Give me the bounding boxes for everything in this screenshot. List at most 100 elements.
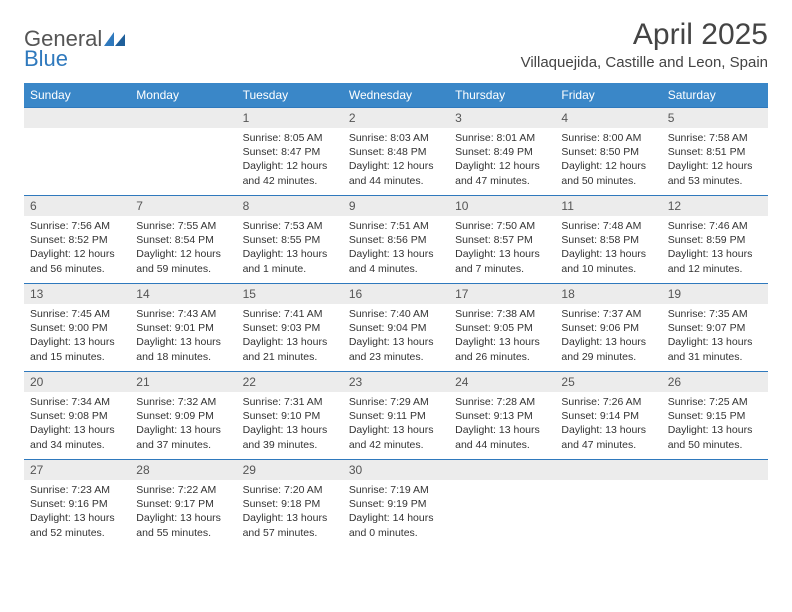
sunset-line: Sunset: 9:09 PM [136, 409, 230, 423]
sunrise-line: Sunrise: 7:34 AM [30, 395, 124, 409]
calendar-cell: 20Sunrise: 7:34 AMSunset: 9:08 PMDayligh… [24, 371, 130, 459]
day-number [24, 107, 130, 128]
sunset-line: Sunset: 9:19 PM [349, 497, 443, 511]
sunrise-line: Sunrise: 8:01 AM [455, 131, 549, 145]
calendar-cell: 24Sunrise: 7:28 AMSunset: 9:13 PMDayligh… [449, 371, 555, 459]
sunset-line: Sunset: 8:55 PM [243, 233, 337, 247]
daylight-line: Daylight: 12 hours and 44 minutes. [349, 159, 443, 187]
sunset-line: Sunset: 9:13 PM [455, 409, 549, 423]
day-details: Sunrise: 7:31 AMSunset: 9:10 PMDaylight:… [237, 392, 343, 458]
weekday-header: Tuesday [237, 83, 343, 107]
sunrise-line: Sunrise: 7:41 AM [243, 307, 337, 321]
sunset-line: Sunset: 8:56 PM [349, 233, 443, 247]
calendar-week: 20Sunrise: 7:34 AMSunset: 9:08 PMDayligh… [24, 371, 768, 459]
sunset-line: Sunset: 8:59 PM [668, 233, 762, 247]
day-number: 7 [130, 195, 236, 216]
day-number: 22 [237, 371, 343, 392]
calendar-cell: 18Sunrise: 7:37 AMSunset: 9:06 PMDayligh… [555, 283, 661, 371]
day-number: 4 [555, 107, 661, 128]
day-number: 27 [24, 459, 130, 480]
daylight-line: Daylight: 13 hours and 39 minutes. [243, 423, 337, 451]
day-details: Sunrise: 7:37 AMSunset: 9:06 PMDaylight:… [555, 304, 661, 370]
sunrise-line: Sunrise: 8:05 AM [243, 131, 337, 145]
daylight-line: Daylight: 12 hours and 50 minutes. [561, 159, 655, 187]
calendar-cell: 30Sunrise: 7:19 AMSunset: 9:19 PMDayligh… [343, 459, 449, 547]
sunrise-line: Sunrise: 7:26 AM [561, 395, 655, 409]
sunset-line: Sunset: 8:58 PM [561, 233, 655, 247]
sunset-line: Sunset: 9:18 PM [243, 497, 337, 511]
day-details: Sunrise: 7:26 AMSunset: 9:14 PMDaylight:… [555, 392, 661, 458]
sunset-line: Sunset: 9:15 PM [668, 409, 762, 423]
daylight-line: Daylight: 13 hours and 26 minutes. [455, 335, 549, 363]
sunset-line: Sunset: 9:06 PM [561, 321, 655, 335]
sunrise-line: Sunrise: 7:56 AM [30, 219, 124, 233]
sunrise-line: Sunrise: 7:29 AM [349, 395, 443, 409]
sunset-line: Sunset: 8:47 PM [243, 145, 337, 159]
calendar-cell: 7Sunrise: 7:55 AMSunset: 8:54 PMDaylight… [130, 195, 236, 283]
calendar-week: 27Sunrise: 7:23 AMSunset: 9:16 PMDayligh… [24, 459, 768, 547]
calendar-cell: 27Sunrise: 7:23 AMSunset: 9:16 PMDayligh… [24, 459, 130, 547]
sunrise-line: Sunrise: 7:25 AM [668, 395, 762, 409]
day-number: 5 [662, 107, 768, 128]
daylight-line: Daylight: 14 hours and 0 minutes. [349, 511, 443, 539]
sunset-line: Sunset: 9:17 PM [136, 497, 230, 511]
calendar-cell: 2Sunrise: 8:03 AMSunset: 8:48 PMDaylight… [343, 107, 449, 195]
day-number: 12 [662, 195, 768, 216]
sunset-line: Sunset: 9:03 PM [243, 321, 337, 335]
sunset-line: Sunset: 8:48 PM [349, 145, 443, 159]
day-number [130, 107, 236, 128]
calendar-cell: 19Sunrise: 7:35 AMSunset: 9:07 PMDayligh… [662, 283, 768, 371]
weekday-header: Sunday [24, 83, 130, 107]
day-number: 23 [343, 371, 449, 392]
day-number: 1 [237, 107, 343, 128]
calendar-head: SundayMondayTuesdayWednesdayThursdayFrid… [24, 83, 768, 107]
day-details: Sunrise: 8:00 AMSunset: 8:50 PMDaylight:… [555, 128, 661, 194]
calendar-cell: 21Sunrise: 7:32 AMSunset: 9:09 PMDayligh… [130, 371, 236, 459]
day-details: Sunrise: 7:55 AMSunset: 8:54 PMDaylight:… [130, 216, 236, 282]
calendar-cell: 10Sunrise: 7:50 AMSunset: 8:57 PMDayligh… [449, 195, 555, 283]
calendar-cell: 23Sunrise: 7:29 AMSunset: 9:11 PMDayligh… [343, 371, 449, 459]
calendar-cell: 28Sunrise: 7:22 AMSunset: 9:17 PMDayligh… [130, 459, 236, 547]
day-details: Sunrise: 7:20 AMSunset: 9:18 PMDaylight:… [237, 480, 343, 546]
day-number: 25 [555, 371, 661, 392]
calendar-cell: 11Sunrise: 7:48 AMSunset: 8:58 PMDayligh… [555, 195, 661, 283]
day-number [449, 459, 555, 480]
sunrise-line: Sunrise: 8:03 AM [349, 131, 443, 145]
daylight-line: Daylight: 13 hours and 21 minutes. [243, 335, 337, 363]
sunset-line: Sunset: 8:52 PM [30, 233, 124, 247]
day-number [662, 459, 768, 480]
day-number: 14 [130, 283, 236, 304]
sunset-line: Sunset: 8:49 PM [455, 145, 549, 159]
day-number: 17 [449, 283, 555, 304]
calendar-cell: 22Sunrise: 7:31 AMSunset: 9:10 PMDayligh… [237, 371, 343, 459]
day-number [555, 459, 661, 480]
sunset-line: Sunset: 9:10 PM [243, 409, 337, 423]
day-number: 15 [237, 283, 343, 304]
calendar-cell: 8Sunrise: 7:53 AMSunset: 8:55 PMDaylight… [237, 195, 343, 283]
header: General April 2025 Villaquejida, Castill… [24, 18, 768, 71]
sunrise-line: Sunrise: 7:43 AM [136, 307, 230, 321]
calendar-cell [662, 459, 768, 547]
calendar-cell [130, 107, 236, 195]
month-title: April 2025 [521, 18, 768, 52]
daylight-line: Daylight: 13 hours and 31 minutes. [668, 335, 762, 363]
sunrise-line: Sunrise: 7:19 AM [349, 483, 443, 497]
day-details: Sunrise: 7:40 AMSunset: 9:04 PMDaylight:… [343, 304, 449, 370]
sunset-line: Sunset: 9:04 PM [349, 321, 443, 335]
sunset-line: Sunset: 9:05 PM [455, 321, 549, 335]
sunrise-line: Sunrise: 7:51 AM [349, 219, 443, 233]
daylight-line: Daylight: 13 hours and 23 minutes. [349, 335, 443, 363]
day-details: Sunrise: 7:51 AMSunset: 8:56 PMDaylight:… [343, 216, 449, 282]
daylight-line: Daylight: 12 hours and 53 minutes. [668, 159, 762, 187]
day-number: 24 [449, 371, 555, 392]
weekday-header: Friday [555, 83, 661, 107]
daylight-line: Daylight: 13 hours and 55 minutes. [136, 511, 230, 539]
sunrise-line: Sunrise: 7:20 AM [243, 483, 337, 497]
sunset-line: Sunset: 8:50 PM [561, 145, 655, 159]
calendar-body: 1 Sunrise: 8:05 AMSunset: 8:47 PM Daylight… [24, 107, 768, 547]
day-number: 18 [555, 283, 661, 304]
daylight-line: Daylight: 12 hours and 47 minutes. [455, 159, 549, 187]
calendar-cell: 16Sunrise: 7:40 AMSunset: 9:04 PMDayligh… [343, 283, 449, 371]
day-number: 29 [237, 459, 343, 480]
sunrise-line: Sunrise: 8:00 AM [561, 131, 655, 145]
